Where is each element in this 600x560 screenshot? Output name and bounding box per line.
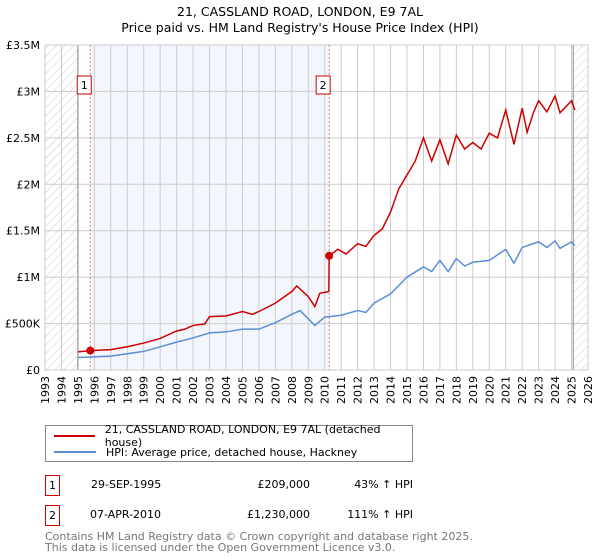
x-tick-label: 2000 bbox=[154, 376, 167, 404]
x-tick-label: 2013 bbox=[368, 376, 381, 404]
y-tick-label: £2.5M bbox=[6, 132, 40, 145]
legend-label: 21, CASSLAND ROAD, LONDON, E9 7AL (detac… bbox=[104, 423, 381, 449]
x-tick-label: 2019 bbox=[467, 376, 480, 404]
legend-item-property: 21, CASSLAND ROAD, LONDON, E9 7AL (detac… bbox=[54, 423, 412, 449]
y-tick-label: £0 bbox=[26, 364, 40, 377]
x-tick-label: 2014 bbox=[385, 376, 398, 404]
x-tick-label: 1996 bbox=[88, 376, 101, 404]
plot-border bbox=[44, 44, 589, 371]
x-tick-label: 2023 bbox=[533, 376, 546, 404]
transaction-price: £209,000 bbox=[257, 478, 311, 491]
x-tick-label: 1994 bbox=[55, 376, 68, 404]
x-tick-label: 2002 bbox=[187, 376, 200, 404]
x-tick-label: 2007 bbox=[269, 376, 282, 404]
x-tick-label: 2012 bbox=[352, 376, 365, 404]
y-tick-label: £1.5M bbox=[6, 225, 40, 238]
x-tick-label: 2015 bbox=[401, 376, 414, 404]
x-tick-label: 2021 bbox=[500, 376, 513, 404]
x-tick-label: 2018 bbox=[450, 376, 463, 404]
transaction-price: £1,230,000 bbox=[247, 508, 310, 521]
x-tick-label: 2009 bbox=[302, 376, 315, 404]
transaction-hpi: 111% ↑ HPI bbox=[347, 508, 413, 521]
x-tick-label: 1999 bbox=[138, 376, 151, 404]
x-tick-label: 2017 bbox=[434, 376, 447, 404]
price-chart: 1993 1994 1995 1996 1997 1998 1999 2000 2001 2002… bbox=[5, 39, 595, 404]
legend-swatch bbox=[54, 451, 96, 453]
x-tick-label: 2020 bbox=[483, 376, 496, 404]
annotation-label: 2 bbox=[320, 79, 327, 92]
x-tick-label: 2025 bbox=[566, 376, 579, 404]
transaction-date: 29-SEP-1995 bbox=[91, 478, 162, 491]
x-tick-label: 1997 bbox=[105, 376, 118, 404]
x-tick-label: 2010 bbox=[319, 376, 332, 404]
x-tick-label: 1998 bbox=[121, 376, 134, 404]
x-tick-label: 2024 bbox=[549, 376, 562, 404]
transaction-hpi: 43% ↑ HPI bbox=[354, 478, 413, 491]
x-tick-label: 2008 bbox=[286, 376, 299, 404]
legend-label: HPI: Average price, detached house, Hack… bbox=[106, 445, 358, 459]
x-tick-label: 2022 bbox=[516, 376, 529, 404]
y-tick-label: £3M bbox=[17, 85, 41, 98]
footer-copyright: Contains HM Land Registry data © Crown c… bbox=[45, 530, 473, 543]
annotation-box bbox=[315, 75, 331, 95]
transaction-row: 1 29-SEP-1995 £209,000 43% ↑ HPI bbox=[45, 475, 445, 496]
legend-item-hpi: HPI: Average price, detached house, Hack… bbox=[54, 444, 357, 460]
legend: 21, CASSLAND ROAD, LONDON, E9 7AL (detac… bbox=[45, 423, 413, 462]
annotation-box bbox=[76, 75, 92, 95]
x-tick-label: 2004 bbox=[220, 376, 233, 404]
y-tick-label: £500K bbox=[5, 318, 41, 331]
y-tick-label: £3.5M bbox=[6, 39, 40, 52]
x-tick-label: 2011 bbox=[335, 376, 348, 404]
legend-swatch bbox=[54, 435, 95, 437]
x-tick-label: 2016 bbox=[417, 376, 430, 404]
annotation-label: 1 bbox=[81, 79, 88, 92]
x-tick-label: 1993 bbox=[39, 376, 52, 404]
x-tick-label: 1995 bbox=[72, 376, 85, 404]
transaction-marker: 2 bbox=[45, 505, 60, 526]
y-tick-label: £1M bbox=[17, 271, 41, 284]
footer-licence: This data is licensed under the Open Gov… bbox=[45, 541, 396, 554]
chart-title: 21, CASSLAND ROAD, LONDON, E9 7AL bbox=[177, 4, 423, 19]
transaction-date: 07-APR-2010 bbox=[90, 508, 162, 521]
x-tick-label: 2026 bbox=[582, 376, 595, 404]
x-tick-label: 2005 bbox=[236, 376, 249, 404]
sale-point bbox=[86, 346, 95, 355]
series-line bbox=[77, 94, 576, 353]
transaction-row: 2 07-APR-2010 £1,230,000 111% ↑ HPI bbox=[45, 505, 445, 526]
series-line bbox=[77, 239, 576, 359]
chart-subtitle: Price paid vs. HM Land Registry's House … bbox=[121, 20, 479, 35]
x-tick-label: 2006 bbox=[253, 376, 266, 404]
y-tick-label: £2M bbox=[17, 178, 41, 191]
transaction-marker: 1 bbox=[45, 475, 60, 496]
x-tick-label: 2001 bbox=[171, 376, 184, 404]
hatched-region bbox=[573, 45, 588, 370]
x-tick-label: 2003 bbox=[204, 376, 217, 404]
sale-point bbox=[325, 251, 334, 260]
